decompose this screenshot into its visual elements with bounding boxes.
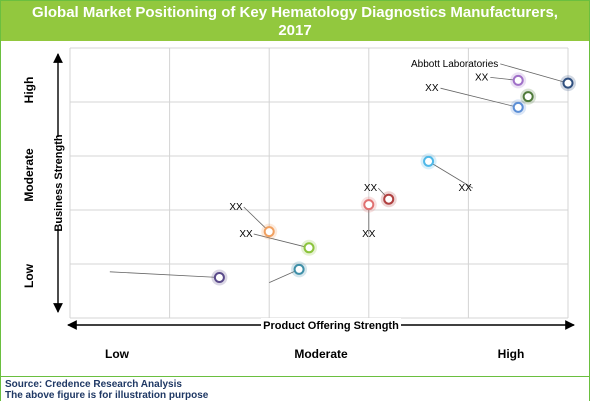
- axes: Product Offering Strength Business Streng…: [22, 53, 575, 361]
- y-scale-label: Moderate: [22, 148, 36, 202]
- data-point: [423, 155, 435, 167]
- data-points: [211, 72, 576, 286]
- point-label: XX: [239, 229, 253, 240]
- point-label: XX: [425, 83, 439, 94]
- data-point: [263, 226, 275, 238]
- x-scale-label: Moderate: [294, 347, 348, 361]
- source-text: Source: Credence Research Analysis: [5, 379, 182, 390]
- title-bar: Global Market Positioning of Key Hematol…: [1, 1, 589, 41]
- note-text: The above figure is for illustration pur…: [5, 390, 209, 401]
- grid: [69, 47, 569, 319]
- data-point: [512, 101, 524, 113]
- x-scale-label: Low: [105, 347, 130, 361]
- x-axis-title: Product Offering Strength: [263, 320, 399, 332]
- data-point: [213, 272, 225, 283]
- x-axis-title-bg: [261, 318, 401, 332]
- chart-title-year: 2017: [278, 22, 312, 39]
- y-axis-title-bg: [51, 137, 65, 229]
- point-label: XX: [475, 72, 489, 83]
- y-axis-title: Business Strength: [53, 134, 65, 231]
- leader-lines: [109, 63, 569, 283]
- leader-line: [428, 161, 474, 189]
- leader-line: [440, 87, 519, 108]
- data-point: [303, 242, 315, 254]
- point-label: XX: [229, 202, 243, 213]
- x-scale-label: High: [498, 347, 525, 361]
- point-label: XX: [458, 183, 472, 194]
- footer: Source: Credence Research Analysis The a…: [1, 376, 589, 401]
- leader-line: [109, 271, 220, 278]
- data-point: [522, 91, 534, 103]
- point-labels: XX XX XX XX XX XX XX Abbott Laboratories: [229, 59, 498, 240]
- data-point: [383, 193, 395, 205]
- leader-line: [253, 233, 310, 249]
- point-label: XX: [364, 183, 378, 194]
- leader-line: [500, 63, 569, 84]
- chart-title: Global Market Positioning of Key Hematol…: [32, 4, 558, 21]
- point-label: XX: [362, 229, 376, 240]
- leader-line: [243, 206, 270, 232]
- data-point: [293, 263, 305, 275]
- data-point: [562, 77, 574, 89]
- data-point: [363, 199, 375, 211]
- data-point: [512, 74, 524, 86]
- y-scale-label: High: [22, 77, 36, 104]
- y-scale-label: Low: [22, 263, 36, 288]
- point-label: Abbott Laboratories: [411, 59, 498, 70]
